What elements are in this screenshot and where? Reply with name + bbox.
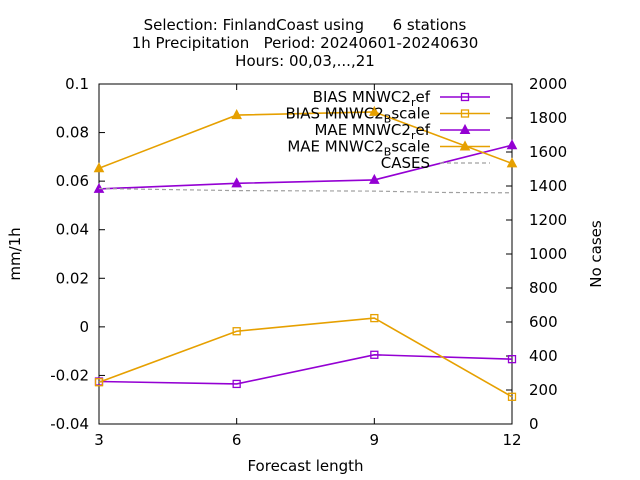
plot-frame <box>98 83 513 425</box>
data-point <box>507 392 517 401</box>
series-line-4 <box>98 187 513 194</box>
y2-tick-label: 1400 <box>529 177 567 195</box>
y2-tick-label: 200 <box>529 381 558 399</box>
series-line-1 <box>98 317 513 398</box>
legend-label-0: BIAS MNWC2ref <box>313 88 431 109</box>
series-line-3 <box>98 111 513 170</box>
y2-tick-label: 1000 <box>529 245 567 263</box>
legend-marker-0 <box>460 92 470 102</box>
legend-marker-2 <box>459 123 471 134</box>
y2-tick-label: 1600 <box>529 143 567 161</box>
title-line-1: 1h Precipitation Period: 20240601-202406… <box>132 34 479 52</box>
title-line-2: Hours: 00,03,...,21 <box>235 52 375 70</box>
y2-tick-label: 600 <box>529 313 558 331</box>
data-point <box>370 350 379 359</box>
x-tick-label: 6 <box>232 431 242 449</box>
axis-ticks: 3 6 9 12 -0.04 -0.02 0 0.02 0.04 0.06 0.08 0.1 0 200 4… <box>50 75 567 449</box>
y-tick-label: -0.04 <box>50 415 89 433</box>
data-point <box>369 105 380 116</box>
data-point <box>370 313 379 323</box>
y-tick-label: -0.02 <box>50 366 89 384</box>
data-point <box>506 157 518 168</box>
plot-border <box>98 83 513 425</box>
data-point <box>369 173 380 184</box>
y2-tick-label: 400 <box>529 347 558 365</box>
data-point <box>231 109 242 120</box>
chart-title: Selection: FinlandCoast using 6 stations… <box>132 16 479 70</box>
y2-tick-label: 1800 <box>529 109 567 127</box>
legend-marker-1 <box>460 109 470 118</box>
legend-label-4: CASES <box>381 154 430 172</box>
data-point <box>232 327 241 336</box>
legend-label-1: BIAS MNWC2Bscale <box>286 105 430 126</box>
y2-tick-label: 0 <box>529 415 539 433</box>
legend-marker-3 <box>459 140 471 151</box>
data-point <box>231 177 242 188</box>
series-lines <box>93 105 518 401</box>
x-axis-label: Forecast length <box>247 457 363 475</box>
y-tick-label: 0.1 <box>65 75 89 93</box>
x-tick-label: 9 <box>370 431 380 449</box>
x-tick-label: 12 <box>502 431 521 449</box>
data-point <box>232 379 241 389</box>
data-point <box>93 162 105 173</box>
y-tick-label: 0.06 <box>56 172 89 190</box>
y-tick-label: 0.08 <box>56 124 89 142</box>
y2-tick-label: 800 <box>529 279 558 297</box>
data-point <box>94 378 104 387</box>
y2-tick-label: 1200 <box>529 211 567 229</box>
legend-label-2: MAE MNWC2ref <box>314 121 430 142</box>
y-axis-label: mm/1h <box>6 227 24 280</box>
y2-tick-label: 2000 <box>529 75 567 93</box>
data-point <box>507 355 517 364</box>
title-line-0: Selection: FinlandCoast using 6 stations <box>144 16 467 34</box>
legend-label-3: MAE MNWC2Bscale <box>287 138 430 159</box>
x-tick-label: 3 <box>94 431 104 449</box>
y-tick-label: 0 <box>79 318 89 336</box>
y-tick-label: 0.02 <box>56 269 89 287</box>
y-tick-label: 0.04 <box>56 221 89 239</box>
data-point <box>506 139 518 150</box>
y2-axis-label: No cases <box>587 220 605 288</box>
